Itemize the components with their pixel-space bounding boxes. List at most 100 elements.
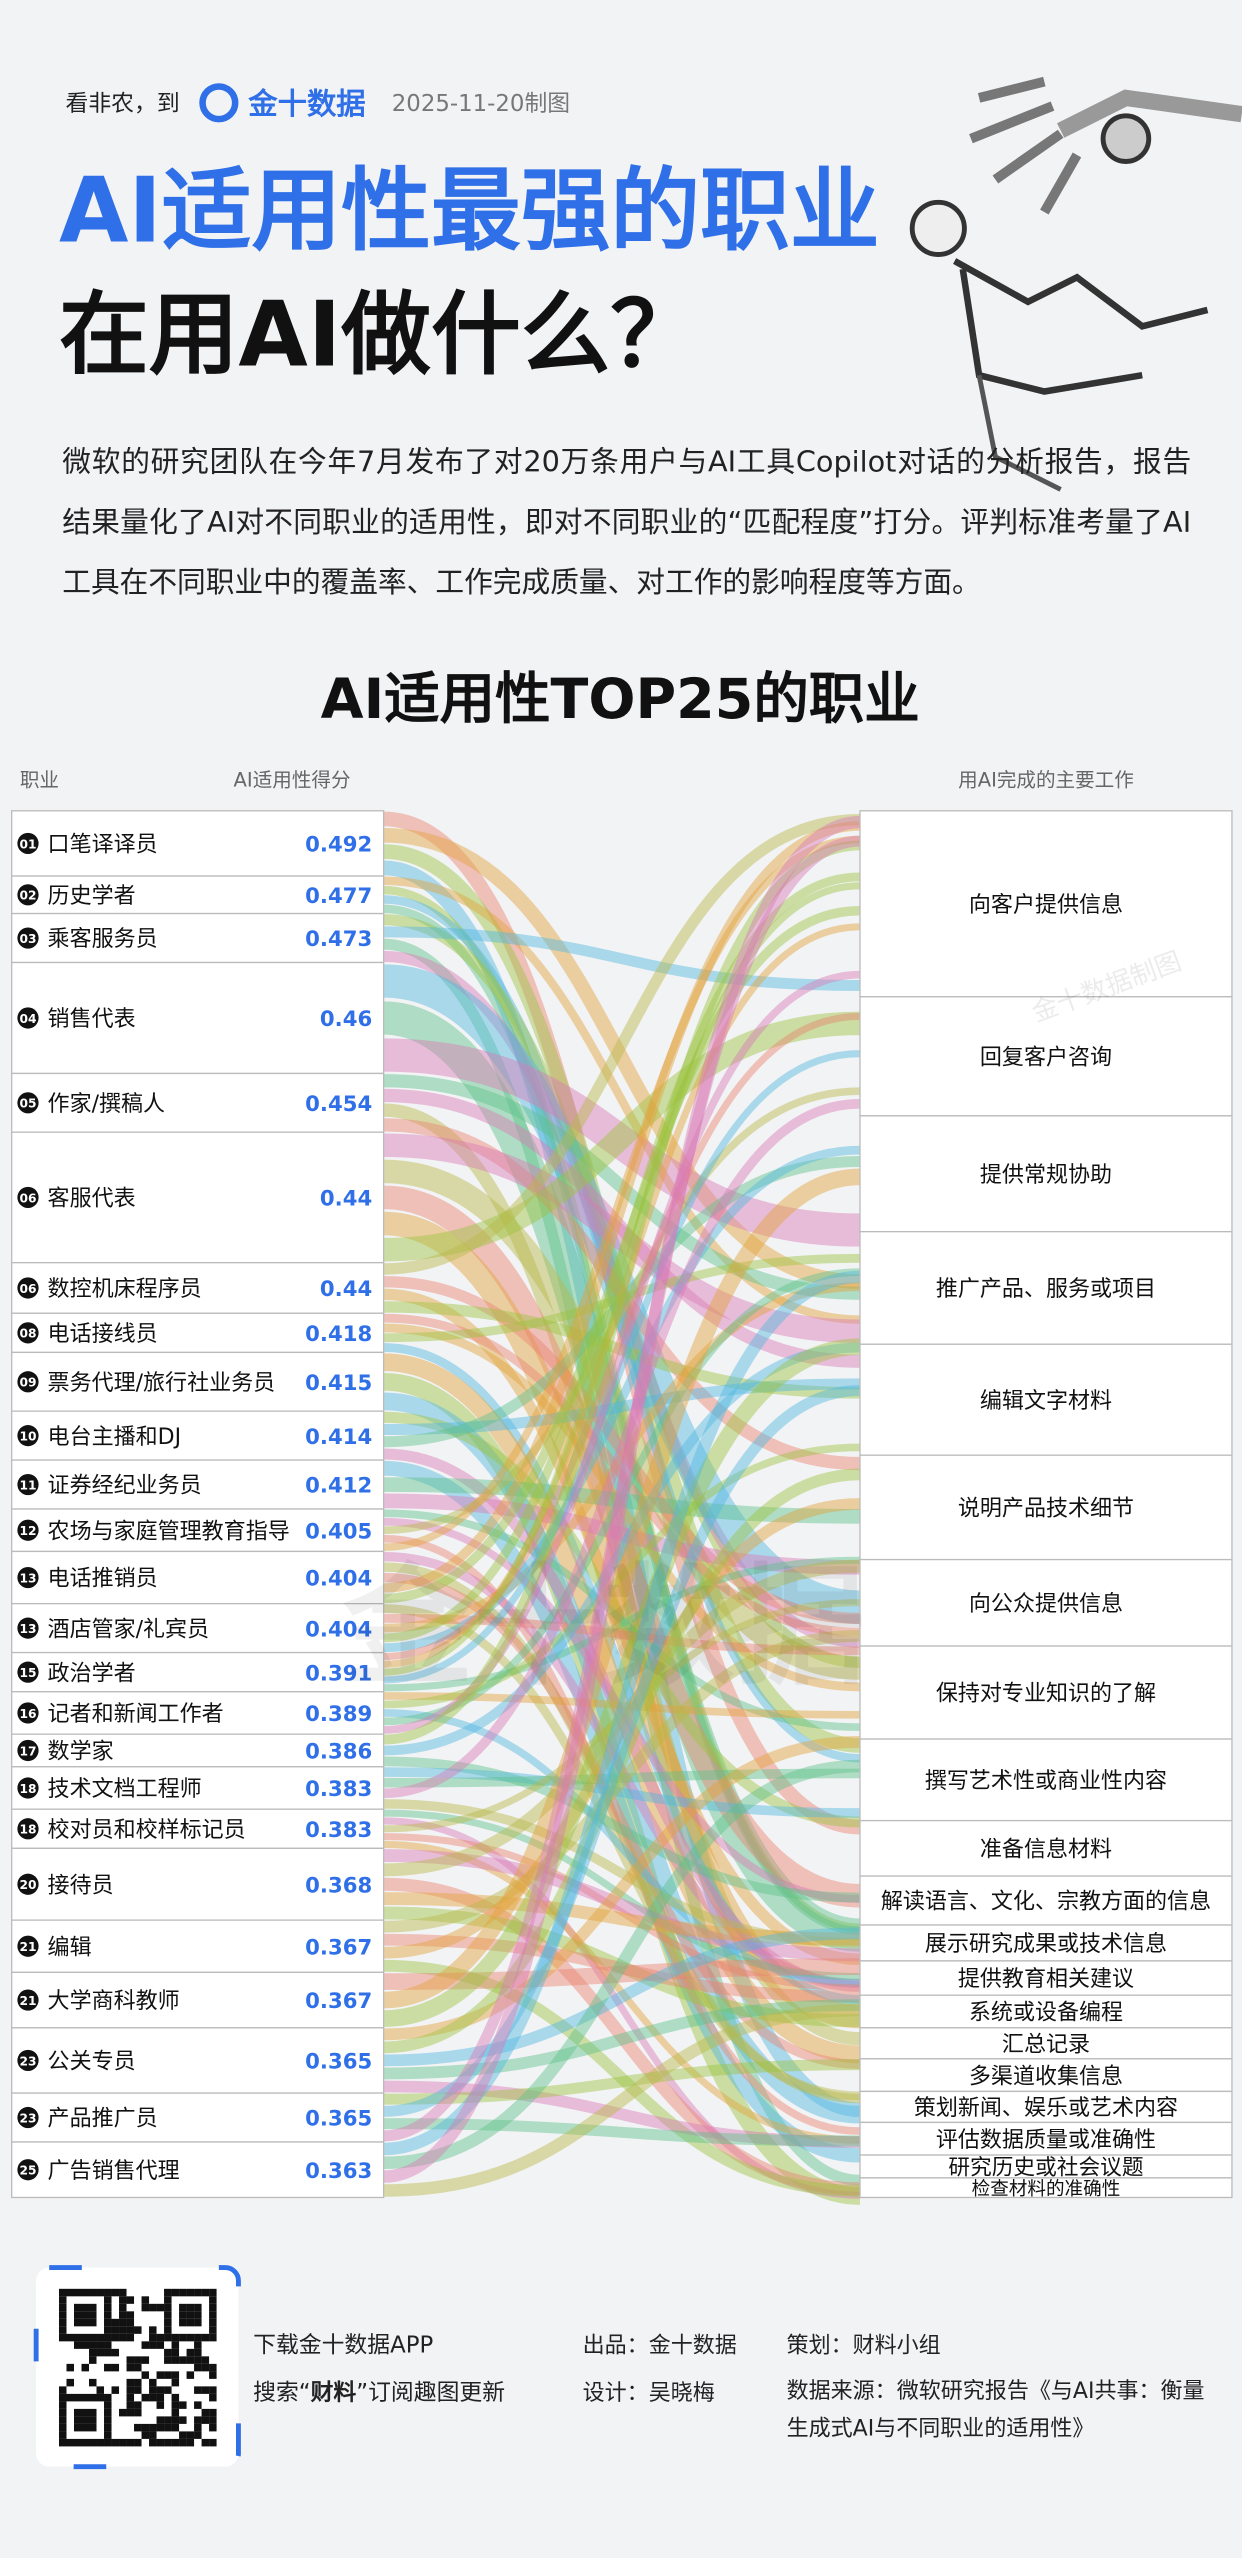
qr-cell [141, 2393, 150, 2402]
qr-cell [186, 2438, 195, 2447]
flow [383, 1011, 861, 1262]
task-row [859, 1115, 1233, 1233]
task-name: 提供教育相关建议 [958, 1967, 1134, 1992]
occupation-row [11, 1971, 385, 2029]
qr-cell [209, 2386, 217, 2394]
qr-cell [73, 2393, 82, 2402]
qr-cell [186, 2356, 195, 2364]
score: 0.405 [305, 1518, 372, 1543]
occupation-row [11, 1847, 385, 1921]
qr-cell [73, 2341, 82, 2349]
qr-cell [179, 2303, 187, 2312]
flow [383, 1087, 861, 1535]
flow [383, 1556, 860, 1692]
qr-cell [156, 2393, 165, 2402]
qr-cell [111, 2318, 120, 2327]
rank-badge [17, 1989, 39, 2011]
rank: 20 [19, 1878, 36, 1892]
occupation-name: 历史学者 [48, 884, 136, 909]
qr-cell [126, 2333, 135, 2342]
score: 0.367 [305, 1934, 372, 1959]
qr-cell [194, 2303, 202, 2312]
qr-cell [171, 2341, 180, 2349]
occupation-row [11, 2092, 385, 2143]
description-box: 微软的研究团队在今年7月发布了对20万条用户与AI工具Copilot对话的分析报… [62, 447, 1191, 600]
occupation-name: 口笔译译员 [48, 833, 158, 858]
qr-cell [81, 2363, 90, 2372]
qr-cell [89, 2416, 97, 2424]
flow [383, 1809, 860, 1981]
score: 0.367 [305, 1988, 372, 2013]
flow [383, 1378, 860, 1436]
rank-badge [17, 1371, 39, 1393]
qr-cell [81, 2318, 90, 2327]
qr-cell [58, 2431, 67, 2439]
score: 0.414 [305, 1424, 372, 1449]
qr-cell [201, 2288, 210, 2297]
task-row [859, 1924, 1233, 1962]
title-line2: 在用AI做什么？ [59, 283, 700, 387]
task-name: 说明产品技术细节 [958, 1497, 1134, 1522]
qr-cell [104, 2416, 112, 2424]
qr-cell [104, 2326, 112, 2334]
occupation-row [11, 1262, 385, 1314]
qr-cell [58, 2416, 67, 2424]
qr-cell [171, 2356, 180, 2364]
occupation-name: 广告销售代理 [48, 2159, 180, 2184]
rank: 06 [19, 1191, 36, 1205]
score: 0.404 [305, 1616, 372, 1641]
occupation-name: 电台主播和DJ [48, 1425, 182, 1450]
qr-cell [89, 2303, 97, 2312]
qr-cell [156, 2333, 165, 2342]
qr-cell [164, 2348, 172, 2357]
rank-badge [17, 1617, 39, 1639]
score: 0.383 [305, 1776, 372, 1801]
qr-cell [209, 2363, 217, 2372]
qr-cell [164, 2371, 172, 2379]
qr-cell [104, 2341, 112, 2349]
flow [383, 1268, 861, 1726]
task-name: 向客户提供信息 [969, 893, 1123, 918]
qr-cell [111, 2333, 120, 2342]
rank-badge [17, 1935, 39, 1957]
search-prefix: 搜索“ [253, 2380, 310, 2406]
score: 0.418 [305, 1321, 372, 1346]
occupation-row [11, 2027, 385, 2094]
qr-cell [66, 2438, 74, 2447]
qr-cell [134, 2401, 142, 2409]
flow [383, 821, 861, 1593]
rank-badge [17, 1818, 39, 1840]
occupation-name: 公关专员 [48, 2050, 136, 2075]
qr-cell [149, 2393, 157, 2402]
qr-cell [179, 2333, 187, 2342]
flow [383, 876, 861, 1324]
qr-cell [58, 2423, 67, 2432]
qr-cell [201, 2333, 210, 2342]
task-name: 解读语言、文化、宗教方面的信息 [881, 1890, 1211, 1915]
qr-cell [164, 2356, 172, 2364]
score: 0.477 [305, 883, 372, 908]
rank: 10 [19, 1430, 36, 1444]
qr-cell [89, 2408, 97, 2417]
rank-badge [17, 2106, 39, 2129]
flow [383, 1551, 861, 1989]
flow [383, 1493, 860, 1575]
header-prefix: 看非农，到 [66, 91, 180, 117]
flow [383, 1756, 860, 1903]
rank-badge [17, 2049, 39, 2072]
qr-cell [156, 2401, 165, 2409]
flow [383, 2080, 860, 2148]
illustration [909, 76, 1242, 492]
flow [383, 1892, 860, 1946]
qr-cell [179, 2318, 187, 2327]
qr-cell [209, 2393, 217, 2402]
qr-cell [73, 2288, 82, 2297]
qr-cell [209, 2438, 217, 2447]
qr-cell [104, 2423, 112, 2432]
qr-cell [156, 2341, 165, 2349]
qr-cell [66, 2333, 74, 2342]
rank-badge [17, 1322, 39, 1344]
qr-cell [73, 2438, 82, 2447]
flow [382, 1001, 862, 1952]
qr-cell [58, 2318, 67, 2327]
